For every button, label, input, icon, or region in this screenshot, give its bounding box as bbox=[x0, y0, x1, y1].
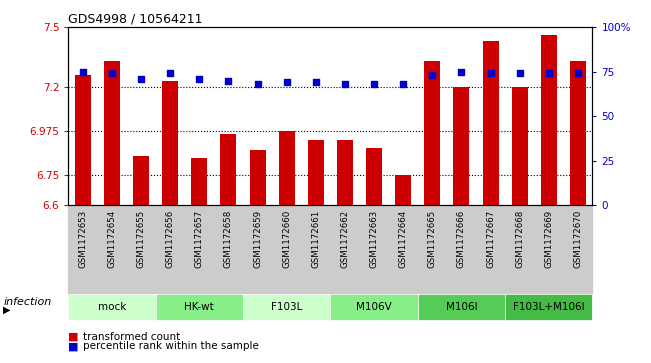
Text: ■: ■ bbox=[68, 331, 79, 342]
Text: M106I: M106I bbox=[445, 302, 477, 312]
Text: GSM1172667: GSM1172667 bbox=[486, 209, 495, 268]
Bar bbox=[453, 86, 469, 205]
Bar bbox=[191, 158, 208, 205]
Bar bbox=[104, 61, 120, 205]
Point bbox=[223, 78, 234, 83]
Text: percentile rank within the sample: percentile rank within the sample bbox=[83, 341, 259, 351]
Text: GSM1172662: GSM1172662 bbox=[340, 209, 350, 268]
Text: GSM1172658: GSM1172658 bbox=[224, 209, 233, 268]
Bar bbox=[570, 61, 586, 205]
Text: GSM1172659: GSM1172659 bbox=[253, 209, 262, 268]
Bar bbox=[541, 35, 557, 205]
Point bbox=[456, 69, 467, 75]
Text: infection: infection bbox=[3, 297, 51, 307]
Point bbox=[107, 70, 117, 76]
Point bbox=[77, 69, 88, 75]
Bar bbox=[337, 140, 353, 205]
Text: GDS4998 / 10564211: GDS4998 / 10564211 bbox=[68, 13, 203, 26]
Bar bbox=[308, 140, 324, 205]
Text: transformed count: transformed count bbox=[83, 331, 180, 342]
Bar bbox=[249, 150, 266, 205]
Bar bbox=[424, 61, 440, 205]
Text: GSM1172654: GSM1172654 bbox=[107, 209, 117, 268]
Point bbox=[369, 81, 380, 87]
Text: GSM1172653: GSM1172653 bbox=[78, 209, 87, 268]
Bar bbox=[221, 134, 236, 205]
Point bbox=[514, 70, 525, 76]
Point bbox=[398, 81, 408, 87]
Text: GSM1172660: GSM1172660 bbox=[283, 209, 291, 268]
Text: GSM1172666: GSM1172666 bbox=[457, 209, 466, 268]
Point bbox=[194, 76, 204, 82]
Point bbox=[281, 79, 292, 85]
Text: GSM1172665: GSM1172665 bbox=[428, 209, 437, 268]
Bar bbox=[133, 156, 149, 205]
Text: mock: mock bbox=[98, 302, 126, 312]
Point bbox=[136, 76, 146, 82]
Bar bbox=[395, 175, 411, 205]
Text: GSM1172669: GSM1172669 bbox=[544, 209, 553, 268]
Point bbox=[311, 79, 321, 85]
Text: F103L: F103L bbox=[271, 302, 303, 312]
Text: ■: ■ bbox=[68, 341, 79, 351]
Bar bbox=[75, 75, 91, 205]
Text: GSM1172661: GSM1172661 bbox=[311, 209, 320, 268]
Text: GSM1172663: GSM1172663 bbox=[370, 209, 378, 268]
Point bbox=[427, 72, 437, 78]
Bar bbox=[366, 148, 382, 205]
Bar bbox=[162, 81, 178, 205]
Bar bbox=[482, 41, 499, 205]
Text: GSM1172655: GSM1172655 bbox=[137, 209, 146, 268]
Point bbox=[253, 81, 263, 87]
Text: GSM1172664: GSM1172664 bbox=[398, 209, 408, 268]
Text: ▶: ▶ bbox=[3, 304, 11, 314]
Point bbox=[485, 70, 495, 76]
Text: GSM1172668: GSM1172668 bbox=[515, 209, 524, 268]
Text: GSM1172657: GSM1172657 bbox=[195, 209, 204, 268]
Point bbox=[544, 70, 554, 76]
Bar bbox=[512, 86, 527, 205]
Text: GSM1172656: GSM1172656 bbox=[166, 209, 174, 268]
Point bbox=[340, 81, 350, 87]
Bar bbox=[279, 131, 295, 205]
Point bbox=[165, 70, 176, 76]
Point bbox=[573, 70, 583, 76]
Text: M106V: M106V bbox=[356, 302, 392, 312]
Text: F103L+M106I: F103L+M106I bbox=[513, 302, 585, 312]
Text: GSM1172670: GSM1172670 bbox=[574, 209, 583, 268]
Text: HK-wt: HK-wt bbox=[184, 302, 214, 312]
